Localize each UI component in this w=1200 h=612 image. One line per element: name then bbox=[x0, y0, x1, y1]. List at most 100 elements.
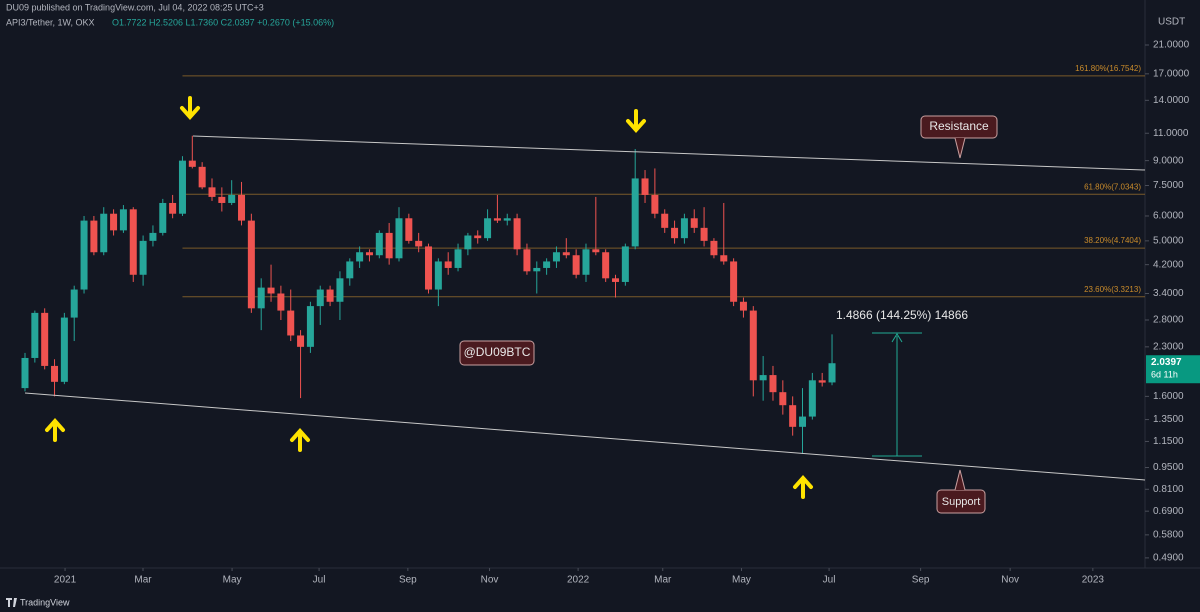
support-label: Support bbox=[942, 496, 981, 508]
y-tick-label: 14.0000 bbox=[1153, 95, 1190, 106]
candle-body bbox=[169, 202, 177, 214]
axis-unit: USDT bbox=[1158, 17, 1185, 28]
candle-body bbox=[218, 196, 226, 203]
candle-body bbox=[671, 227, 679, 239]
candle-body bbox=[395, 218, 403, 259]
support-pointer bbox=[954, 469, 966, 491]
fib-label: 161.80%(16.7542) bbox=[1075, 64, 1141, 73]
candle-body bbox=[267, 287, 275, 294]
resistance-label: Resistance bbox=[929, 119, 989, 133]
candle-body bbox=[592, 249, 600, 253]
candle-body bbox=[552, 252, 560, 262]
candle-body bbox=[513, 218, 521, 250]
x-tick-label: Mar bbox=[134, 575, 152, 586]
resistance-pointer bbox=[954, 137, 966, 159]
candle-body bbox=[503, 218, 511, 221]
symbol: API3/Tether, 1W, OKX bbox=[6, 17, 95, 27]
candle-body bbox=[641, 178, 649, 195]
candle-body bbox=[602, 252, 610, 279]
candle-body bbox=[572, 255, 580, 275]
y-tick-label: 0.5800 bbox=[1153, 530, 1184, 541]
y-tick-label: 1.6000 bbox=[1153, 391, 1184, 402]
y-tick-label: 1.1500 bbox=[1153, 436, 1184, 447]
y-tick-label: 3.4000 bbox=[1153, 288, 1184, 299]
candle-body bbox=[188, 160, 196, 167]
y-tick-label: 2.3000 bbox=[1153, 341, 1184, 352]
candle-body bbox=[523, 249, 531, 272]
arrows bbox=[45, 96, 813, 499]
candle-body bbox=[228, 194, 236, 203]
candle-body bbox=[759, 375, 767, 381]
candle-body bbox=[484, 218, 492, 239]
candle-body bbox=[119, 209, 127, 231]
candle-body bbox=[739, 301, 747, 311]
candle-body bbox=[31, 312, 39, 358]
candle-body bbox=[51, 365, 59, 382]
fib-label: 23.60%(3.3213) bbox=[1084, 285, 1141, 294]
candle-body bbox=[21, 357, 29, 389]
candle-body bbox=[769, 375, 777, 393]
candle-body bbox=[129, 209, 137, 275]
x-tick-label: Jul bbox=[823, 575, 836, 586]
arrow-up bbox=[793, 474, 813, 499]
candle-body bbox=[454, 249, 462, 268]
candle-body bbox=[789, 405, 797, 427]
x-tick-label: 2021 bbox=[54, 575, 77, 586]
candle-body bbox=[316, 289, 324, 307]
candle-body bbox=[159, 202, 167, 233]
y-tick-label: 6.0000 bbox=[1153, 211, 1184, 222]
candle-body bbox=[247, 220, 255, 309]
x-tick-label: 2023 bbox=[1082, 575, 1105, 586]
logo bbox=[6, 598, 17, 607]
candle-body bbox=[434, 261, 442, 290]
candle-body bbox=[612, 278, 620, 282]
last-price-label: 2.0397 bbox=[1151, 357, 1182, 368]
candle-body bbox=[277, 293, 285, 311]
candle-body bbox=[297, 335, 305, 347]
candle-body bbox=[543, 261, 551, 268]
candle-body bbox=[385, 232, 393, 259]
candle-body bbox=[110, 213, 118, 231]
candle-body bbox=[208, 187, 216, 197]
candle-body bbox=[730, 261, 738, 302]
y-tick-label: 2.8000 bbox=[1153, 315, 1184, 326]
fib-label: 38.20%(4.7404) bbox=[1084, 236, 1141, 245]
publisher: DU09 published on TradingView.com, Jul 0… bbox=[6, 2, 264, 12]
y-tick-label: 0.6900 bbox=[1153, 506, 1184, 517]
footer bbox=[0, 592, 1200, 612]
candle-body bbox=[90, 220, 98, 253]
watermark-box bbox=[459, 340, 535, 366]
candle-body bbox=[149, 232, 157, 241]
y-tick-label: 21.0000 bbox=[1153, 40, 1190, 51]
candle-body bbox=[749, 310, 757, 381]
candle-body bbox=[41, 312, 49, 366]
candle-body bbox=[415, 240, 423, 247]
y-tick-label: 0.9500 bbox=[1153, 462, 1184, 473]
candle-body bbox=[651, 194, 659, 214]
candle-body bbox=[818, 380, 826, 383]
candle-body bbox=[326, 289, 334, 302]
candle-body bbox=[631, 178, 639, 247]
y-tick-label: 7.5000 bbox=[1153, 180, 1184, 191]
x-tick-label: Nov bbox=[1001, 575, 1019, 586]
candle-body bbox=[690, 218, 698, 228]
candle-body bbox=[356, 252, 364, 262]
candle-body bbox=[444, 261, 452, 268]
measure-label: 1.4866 (144.25%) 14866 bbox=[836, 308, 968, 322]
candle-body bbox=[336, 278, 344, 302]
candle-body bbox=[178, 160, 186, 214]
y-tick-label: 0.4900 bbox=[1153, 553, 1184, 564]
candle-body bbox=[661, 213, 669, 228]
x-tick-label: May bbox=[732, 575, 751, 586]
y-tick-label: 1.3500 bbox=[1153, 414, 1184, 425]
candle-body bbox=[680, 218, 688, 239]
candle-body bbox=[464, 235, 472, 250]
resistance-line bbox=[192, 135, 1146, 171]
candle-body bbox=[238, 194, 246, 221]
candle-body bbox=[346, 261, 354, 279]
candle-body bbox=[779, 392, 787, 406]
x-tick-label: Sep bbox=[399, 575, 417, 586]
candle-body bbox=[493, 218, 501, 221]
